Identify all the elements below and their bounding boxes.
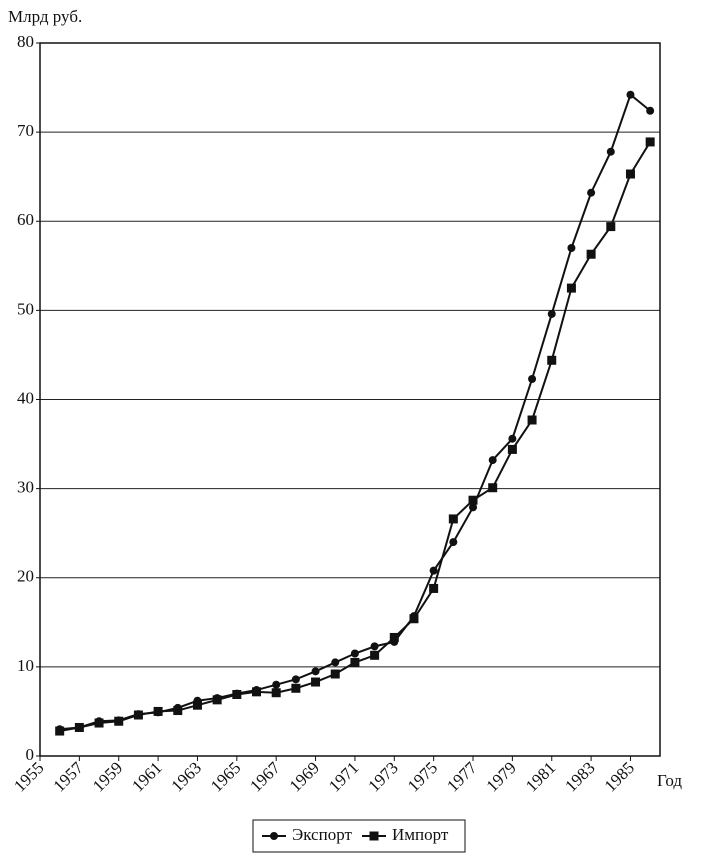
legend-box [252,819,466,853]
y-tick-label: 30 [17,478,34,497]
x-tick-label: 1963 [168,758,205,795]
data-point [606,147,615,156]
data-point [409,614,419,624]
x-tick-label: 1959 [89,758,126,795]
data-point [331,658,340,667]
x-tick-label: 1983 [561,758,598,795]
data-point [429,566,438,575]
data-point [429,583,439,593]
data-point [646,106,655,115]
data-point [311,677,321,687]
data-point [55,726,65,736]
x-tick-label: 1955 [10,758,47,795]
data-point [311,667,320,676]
data-point [468,495,478,505]
data-point [389,632,399,642]
y-tick-label: 80 [17,32,34,51]
data-point [488,456,497,465]
data-point [153,706,163,716]
x-tick-label: 1957 [49,758,87,796]
data-point [291,675,300,684]
data-point [527,415,537,425]
y-tick-label: 10 [17,656,34,675]
legend-marker [369,831,379,841]
legend-marker [270,832,278,840]
x-tick-label: 1971 [325,758,362,795]
data-point [587,188,596,197]
data-point [586,249,596,259]
y-axis-label: Млрд руб. [8,7,82,26]
series-line [59,141,652,733]
x-tick-label: 1985 [601,758,638,795]
data-point [547,309,556,318]
data-point [567,243,576,252]
x-axis-label: Год [657,771,682,790]
data-point [271,688,281,698]
data-point [508,434,517,443]
series-line [59,93,651,731]
data-point [94,718,104,728]
x-tick-label: 1969 [286,758,323,795]
data-point [370,650,380,660]
data-point [370,642,379,651]
plot-frame [39,42,661,757]
data-point [488,483,498,493]
legend-label: Экспорт [292,825,352,844]
data-point [74,722,84,732]
y-tick-label: 50 [17,299,34,318]
y-tick-label: 40 [17,388,34,407]
data-point [606,222,616,232]
data-point [566,283,576,293]
data-point [625,169,635,179]
data-point [212,695,222,705]
data-point [114,716,124,726]
x-tick-label: 1975 [404,758,441,795]
data-point [133,710,143,720]
data-point [252,687,262,697]
data-point [192,700,202,710]
data-point [645,137,655,147]
data-point [469,503,478,512]
data-point [232,690,242,700]
y-tick-label: 70 [17,121,34,140]
data-point [350,657,360,667]
data-point [528,375,537,384]
data-point [626,90,635,99]
data-point [449,538,458,547]
x-tick-label: 1965 [207,758,244,795]
data-point [291,683,301,693]
x-tick-label: 1979 [482,758,519,795]
x-tick-label: 1977 [443,758,481,796]
data-point [448,514,458,524]
x-tick-label: 1981 [522,758,559,795]
data-point [330,669,340,679]
y-tick-label: 0 [26,745,35,764]
x-tick-label: 1961 [128,758,165,795]
data-point [507,444,517,454]
y-tick-label: 60 [17,210,34,229]
x-tick-label: 1973 [364,758,401,795]
x-tick-label: 1967 [246,758,284,796]
data-point [272,680,281,689]
data-point [547,355,557,365]
y-tick-label: 20 [17,567,34,586]
data-point [173,706,183,716]
legend-label: Импорт [392,825,449,844]
data-point [350,649,359,658]
